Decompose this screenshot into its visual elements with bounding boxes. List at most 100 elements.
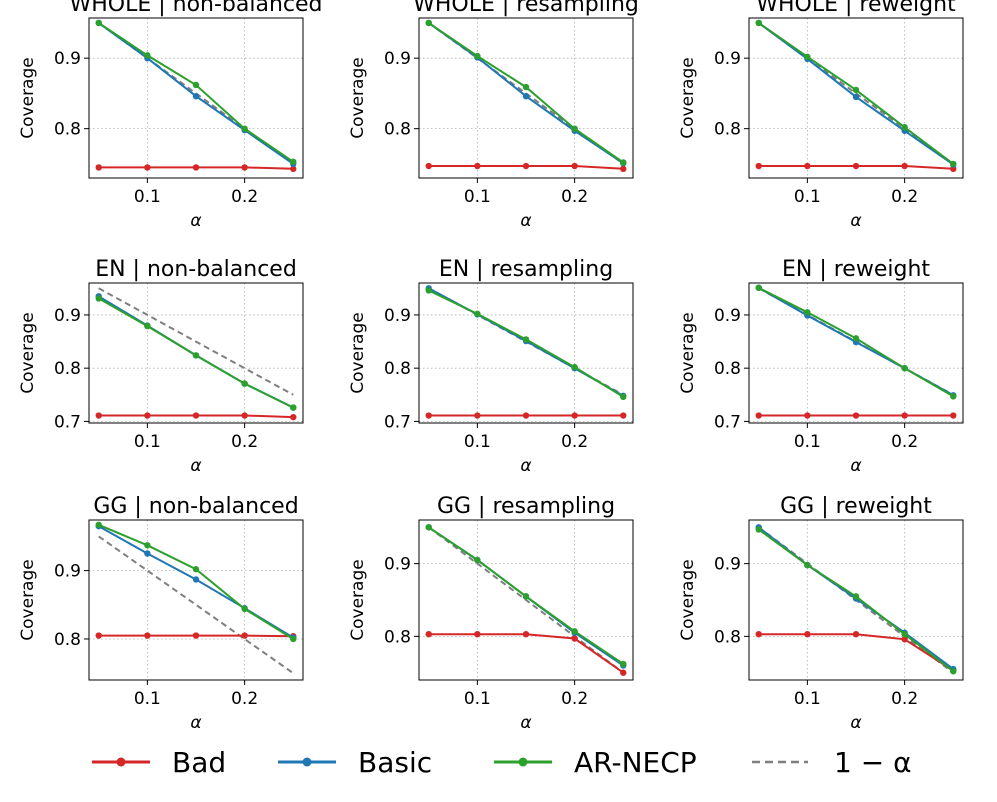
y-tick-label: 0.9 xyxy=(54,49,81,69)
x-axis-label: α xyxy=(850,456,861,476)
data-point xyxy=(804,309,811,316)
x-tick-label: 0.2 xyxy=(231,432,258,452)
data-point xyxy=(241,632,248,639)
data-point xyxy=(901,412,908,419)
series-bad xyxy=(425,162,627,173)
y-tick-label: 0.8 xyxy=(54,120,81,140)
plot-frame xyxy=(418,17,634,179)
data-point xyxy=(804,53,811,60)
data-point xyxy=(425,412,432,419)
data-point xyxy=(95,295,102,302)
series-line xyxy=(98,535,294,675)
data-point xyxy=(620,165,627,173)
x-axis-label: α xyxy=(520,713,531,733)
y-tick-label: 0.9 xyxy=(714,555,741,575)
series-ar-necp xyxy=(755,526,957,675)
data-point xyxy=(474,310,481,318)
data-point xyxy=(192,576,200,583)
data-point xyxy=(522,93,530,100)
data-point xyxy=(804,162,811,170)
data-point xyxy=(474,162,481,170)
data-point xyxy=(852,162,860,170)
data-point xyxy=(522,83,530,91)
grid xyxy=(89,283,303,423)
data-point xyxy=(755,526,762,533)
y-tick-label: 0.8 xyxy=(714,359,741,379)
data-point xyxy=(241,164,248,171)
data-point xyxy=(192,164,200,171)
series-line xyxy=(98,295,294,409)
data-point xyxy=(95,412,102,419)
x-tick-label: 0.2 xyxy=(231,689,258,709)
data-point xyxy=(852,93,860,101)
y-tick-label: 0.9 xyxy=(714,306,741,326)
data-point xyxy=(522,336,530,343)
panel-en-resampling: 0.1 0.2 0.7 0.8 0.9 EN | resampling α Coverage xyxy=(348,257,634,476)
x-axis-label: α xyxy=(520,456,531,476)
data-point xyxy=(755,412,762,419)
data-point xyxy=(144,632,151,639)
x-axis-label: α xyxy=(190,713,201,733)
y-axis-label: Coverage xyxy=(18,559,38,640)
data-point xyxy=(241,605,248,613)
y-tick-label: 0.8 xyxy=(384,627,411,647)
y-tick-label: 0.8 xyxy=(54,630,81,650)
legend-marker xyxy=(302,757,312,767)
data-point xyxy=(474,630,481,638)
panel-title: WHOLE | resampling xyxy=(413,0,639,17)
data-point xyxy=(474,412,481,419)
panel-title: GG | reweight xyxy=(780,494,932,519)
grid xyxy=(419,283,633,423)
y-tick-label: 0.9 xyxy=(384,306,411,326)
y-axis-label: Coverage xyxy=(18,312,38,393)
panels: 0.1 0.2 0.8 0.9 WHOLE | non-balanced α Coverag… xyxy=(18,0,964,733)
y-tick-label: 0.9 xyxy=(714,49,741,69)
data-point xyxy=(290,158,297,165)
series-bad xyxy=(95,164,297,173)
legend-label: Basic xyxy=(358,746,432,779)
series-group xyxy=(425,19,627,173)
grid xyxy=(749,18,963,178)
plot-frame xyxy=(748,282,964,424)
legend-label: AR-NECP xyxy=(574,746,697,779)
series-line xyxy=(428,22,624,164)
y-axis-label: Coverage xyxy=(348,559,368,640)
legend-label: 1 − α xyxy=(834,746,912,779)
series-group xyxy=(755,524,957,675)
legend-label: Bad xyxy=(172,746,226,779)
data-point xyxy=(571,628,578,635)
data-point xyxy=(474,556,481,564)
data-point xyxy=(241,380,248,387)
series-bad xyxy=(95,412,297,421)
data-point xyxy=(290,635,297,643)
data-point xyxy=(804,412,811,419)
y-axis-label: Coverage xyxy=(678,559,698,640)
grid xyxy=(89,18,303,178)
data-point xyxy=(290,404,297,411)
data-point xyxy=(95,521,102,528)
x-tick-label: 0.1 xyxy=(134,432,161,452)
panel-gg-reweight: 0.1 0.2 0.8 0.9 GG | reweight α Coverage xyxy=(678,494,964,733)
x-tick-label: 0.2 xyxy=(561,689,588,709)
series-line xyxy=(428,526,624,674)
x-tick-label: 0.1 xyxy=(794,187,821,207)
x-tick-label: 0.1 xyxy=(794,689,821,709)
series-group xyxy=(425,285,627,419)
series-bad xyxy=(755,162,957,173)
y-tick-label: 0.8 xyxy=(54,359,81,379)
y-tick-label: 0.7 xyxy=(384,412,411,432)
panel-title: EN | non-balanced xyxy=(95,257,297,282)
data-point xyxy=(852,335,860,342)
series-ar-necp xyxy=(425,19,627,166)
data-point xyxy=(290,413,297,421)
data-point xyxy=(425,524,432,531)
y-tick-label: 0.8 xyxy=(714,627,741,647)
data-point xyxy=(95,632,102,639)
series-group xyxy=(95,287,297,421)
data-point xyxy=(522,162,530,170)
data-point xyxy=(425,630,432,638)
panel-whole-reweight: 0.1 0.2 0.8 0.9 WHOLE | reweight α Coverage xyxy=(678,0,964,231)
plot-frame xyxy=(418,519,634,681)
data-point xyxy=(241,412,248,419)
series-basic xyxy=(95,293,297,411)
